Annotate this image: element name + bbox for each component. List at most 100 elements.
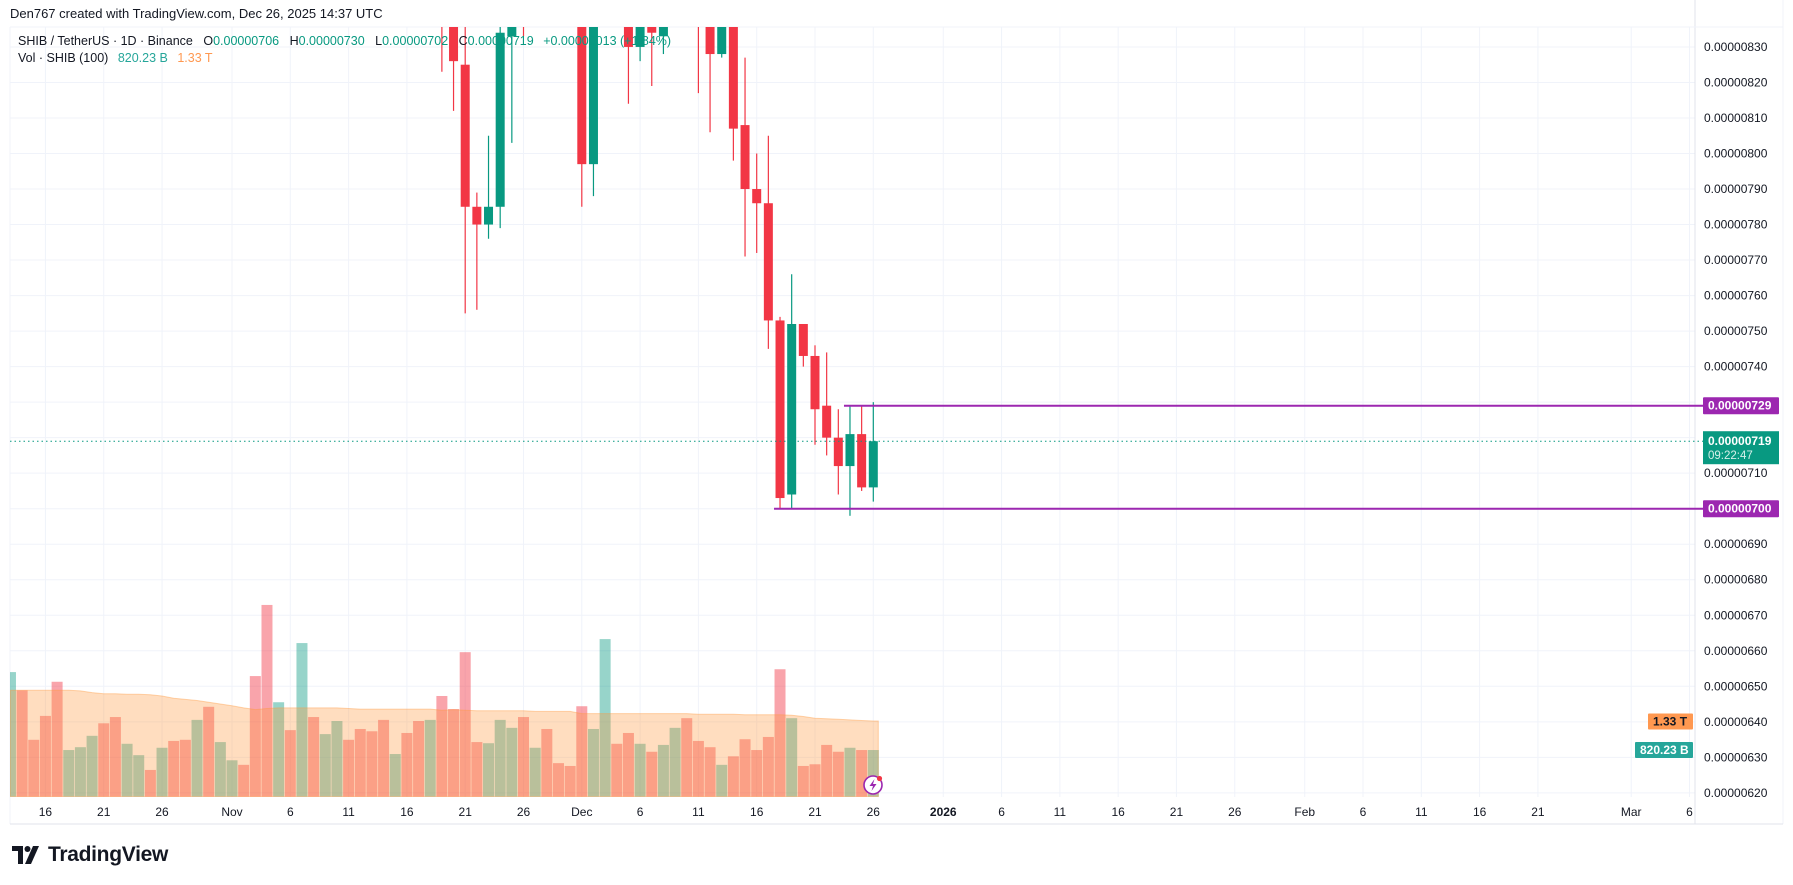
candle xyxy=(697,27,700,94)
time-tick-label: 6 xyxy=(637,805,644,819)
legend-volume-label[interactable]: Vol · SHIB (100) xyxy=(18,51,109,65)
candle-body xyxy=(798,323,808,356)
volume-bar xyxy=(28,739,40,797)
volume-bar xyxy=(261,604,273,797)
price-badges: 0.00000729 0.00000700 0.00000719 09:22:47 1.… xyxy=(1635,397,1779,758)
candle xyxy=(705,27,715,133)
support-price-badge-bg xyxy=(1703,500,1779,518)
candle xyxy=(752,153,762,253)
resistance-price-badge-bg xyxy=(1703,397,1779,415)
volume-bar xyxy=(179,739,191,797)
volume-bar xyxy=(436,695,448,797)
candle xyxy=(857,405,867,491)
volume-bar xyxy=(401,732,413,797)
time-tick-label: 11 xyxy=(342,805,355,819)
candle xyxy=(623,27,633,104)
volume-bar xyxy=(669,727,681,797)
candle xyxy=(588,27,598,197)
price-axis[interactable]: 0.00000830 0.00000820 0.00000810 0.00000800… xyxy=(1704,40,1768,800)
time-tick-label: 21 xyxy=(459,805,473,819)
candle-body xyxy=(728,27,738,129)
volume-bar xyxy=(576,706,588,797)
volume-bar xyxy=(308,717,320,797)
candle xyxy=(635,27,645,62)
time-tick-label: 6 xyxy=(1686,805,1693,819)
candle xyxy=(822,352,832,456)
volume-bar xyxy=(727,756,739,797)
candle xyxy=(449,27,459,111)
time-tick-label: 16 xyxy=(400,805,414,819)
volume-bar xyxy=(343,739,355,797)
time-tick-label: 21 xyxy=(97,805,111,819)
support-price-badge: 0.00000700 xyxy=(1703,500,1779,518)
resistance-price-badge-text: 0.00000729 xyxy=(1708,399,1772,413)
volume-bar xyxy=(203,706,215,797)
price-tick-label: 0.00000670 xyxy=(1704,608,1768,622)
candle xyxy=(740,57,750,257)
candle xyxy=(577,27,587,207)
volume-bar xyxy=(366,731,378,797)
time-tick-label: Dec xyxy=(571,805,592,819)
candle xyxy=(658,27,668,55)
volume-bar xyxy=(39,715,51,797)
legend-volume-value: 820.23 B xyxy=(117,51,168,65)
legend-symbol[interactable]: SHIB / TetherUS · 1D · Binance xyxy=(18,34,193,48)
volume-bar xyxy=(273,702,285,797)
time-tick-label: 16 xyxy=(39,805,53,819)
candle-body xyxy=(822,405,832,438)
candle-body xyxy=(623,27,633,47)
price-tick-label: 0.00000660 xyxy=(1704,644,1768,658)
last-price-badge: 0.00000719 09:22:47 xyxy=(1703,431,1779,465)
candle-body xyxy=(810,355,820,410)
time-tick-label: 16 xyxy=(1473,805,1487,819)
price-tick-label: 0.00000780 xyxy=(1704,218,1768,232)
volume-bar xyxy=(98,723,110,797)
legend-volume-row: Vol · SHIB (100) 820.23 B 1.33 T xyxy=(18,50,671,67)
footer-logo[interactable]: TradingView xyxy=(12,843,168,867)
time-tick-label: 26 xyxy=(155,805,169,819)
volume-bar xyxy=(506,727,518,797)
resistance-price-badge: 0.00000729 xyxy=(1703,397,1779,415)
candle-body xyxy=(763,203,773,321)
time-tick-label: 21 xyxy=(1531,805,1545,819)
volume-bar xyxy=(622,732,634,797)
candle xyxy=(495,27,505,229)
time-axis[interactable]: 16 21 26 Nov 6 11 16 21 26 Dec 6 11 16 21 26 2026 6 11 16 2… xyxy=(39,805,1693,819)
lightning-icon[interactable] xyxy=(863,775,883,795)
volume-bar xyxy=(587,728,599,797)
volume-bar xyxy=(226,760,238,797)
candle xyxy=(522,27,525,37)
time-tick-label: 11 xyxy=(1054,805,1067,819)
volume-bar xyxy=(867,750,879,797)
candle-body xyxy=(833,437,843,467)
time-tick-label: 26 xyxy=(517,805,531,819)
volume-bar xyxy=(739,739,751,797)
candle-body xyxy=(472,206,482,225)
time-tick-label: Mar xyxy=(1621,805,1642,819)
volume-bar xyxy=(518,717,529,797)
candle xyxy=(484,135,494,239)
time-tick-label: 26 xyxy=(1228,805,1242,819)
candle xyxy=(728,27,738,161)
candle-body xyxy=(449,27,459,62)
volume-bar xyxy=(552,763,564,797)
tradingview-logo-icon xyxy=(12,846,39,864)
price-tick-label: 0.00000650 xyxy=(1704,679,1768,693)
price-tick-label: 0.00000800 xyxy=(1704,147,1768,161)
volume-bar xyxy=(564,765,576,797)
volume-bar xyxy=(319,734,331,797)
volume-bar xyxy=(133,755,145,797)
time-tick-label: Nov xyxy=(221,805,242,819)
volume-bar xyxy=(797,765,809,797)
last-price-badge-bg xyxy=(1703,431,1779,465)
time-tick-label: 16 xyxy=(1111,805,1125,819)
candle xyxy=(460,27,470,314)
candle-body xyxy=(787,323,797,495)
candle xyxy=(833,409,843,495)
legend-low-label: L xyxy=(375,34,383,48)
candle xyxy=(775,316,785,509)
time-tick-label: 26 xyxy=(867,805,881,819)
candle xyxy=(868,402,878,502)
candle-body xyxy=(437,0,446,11)
